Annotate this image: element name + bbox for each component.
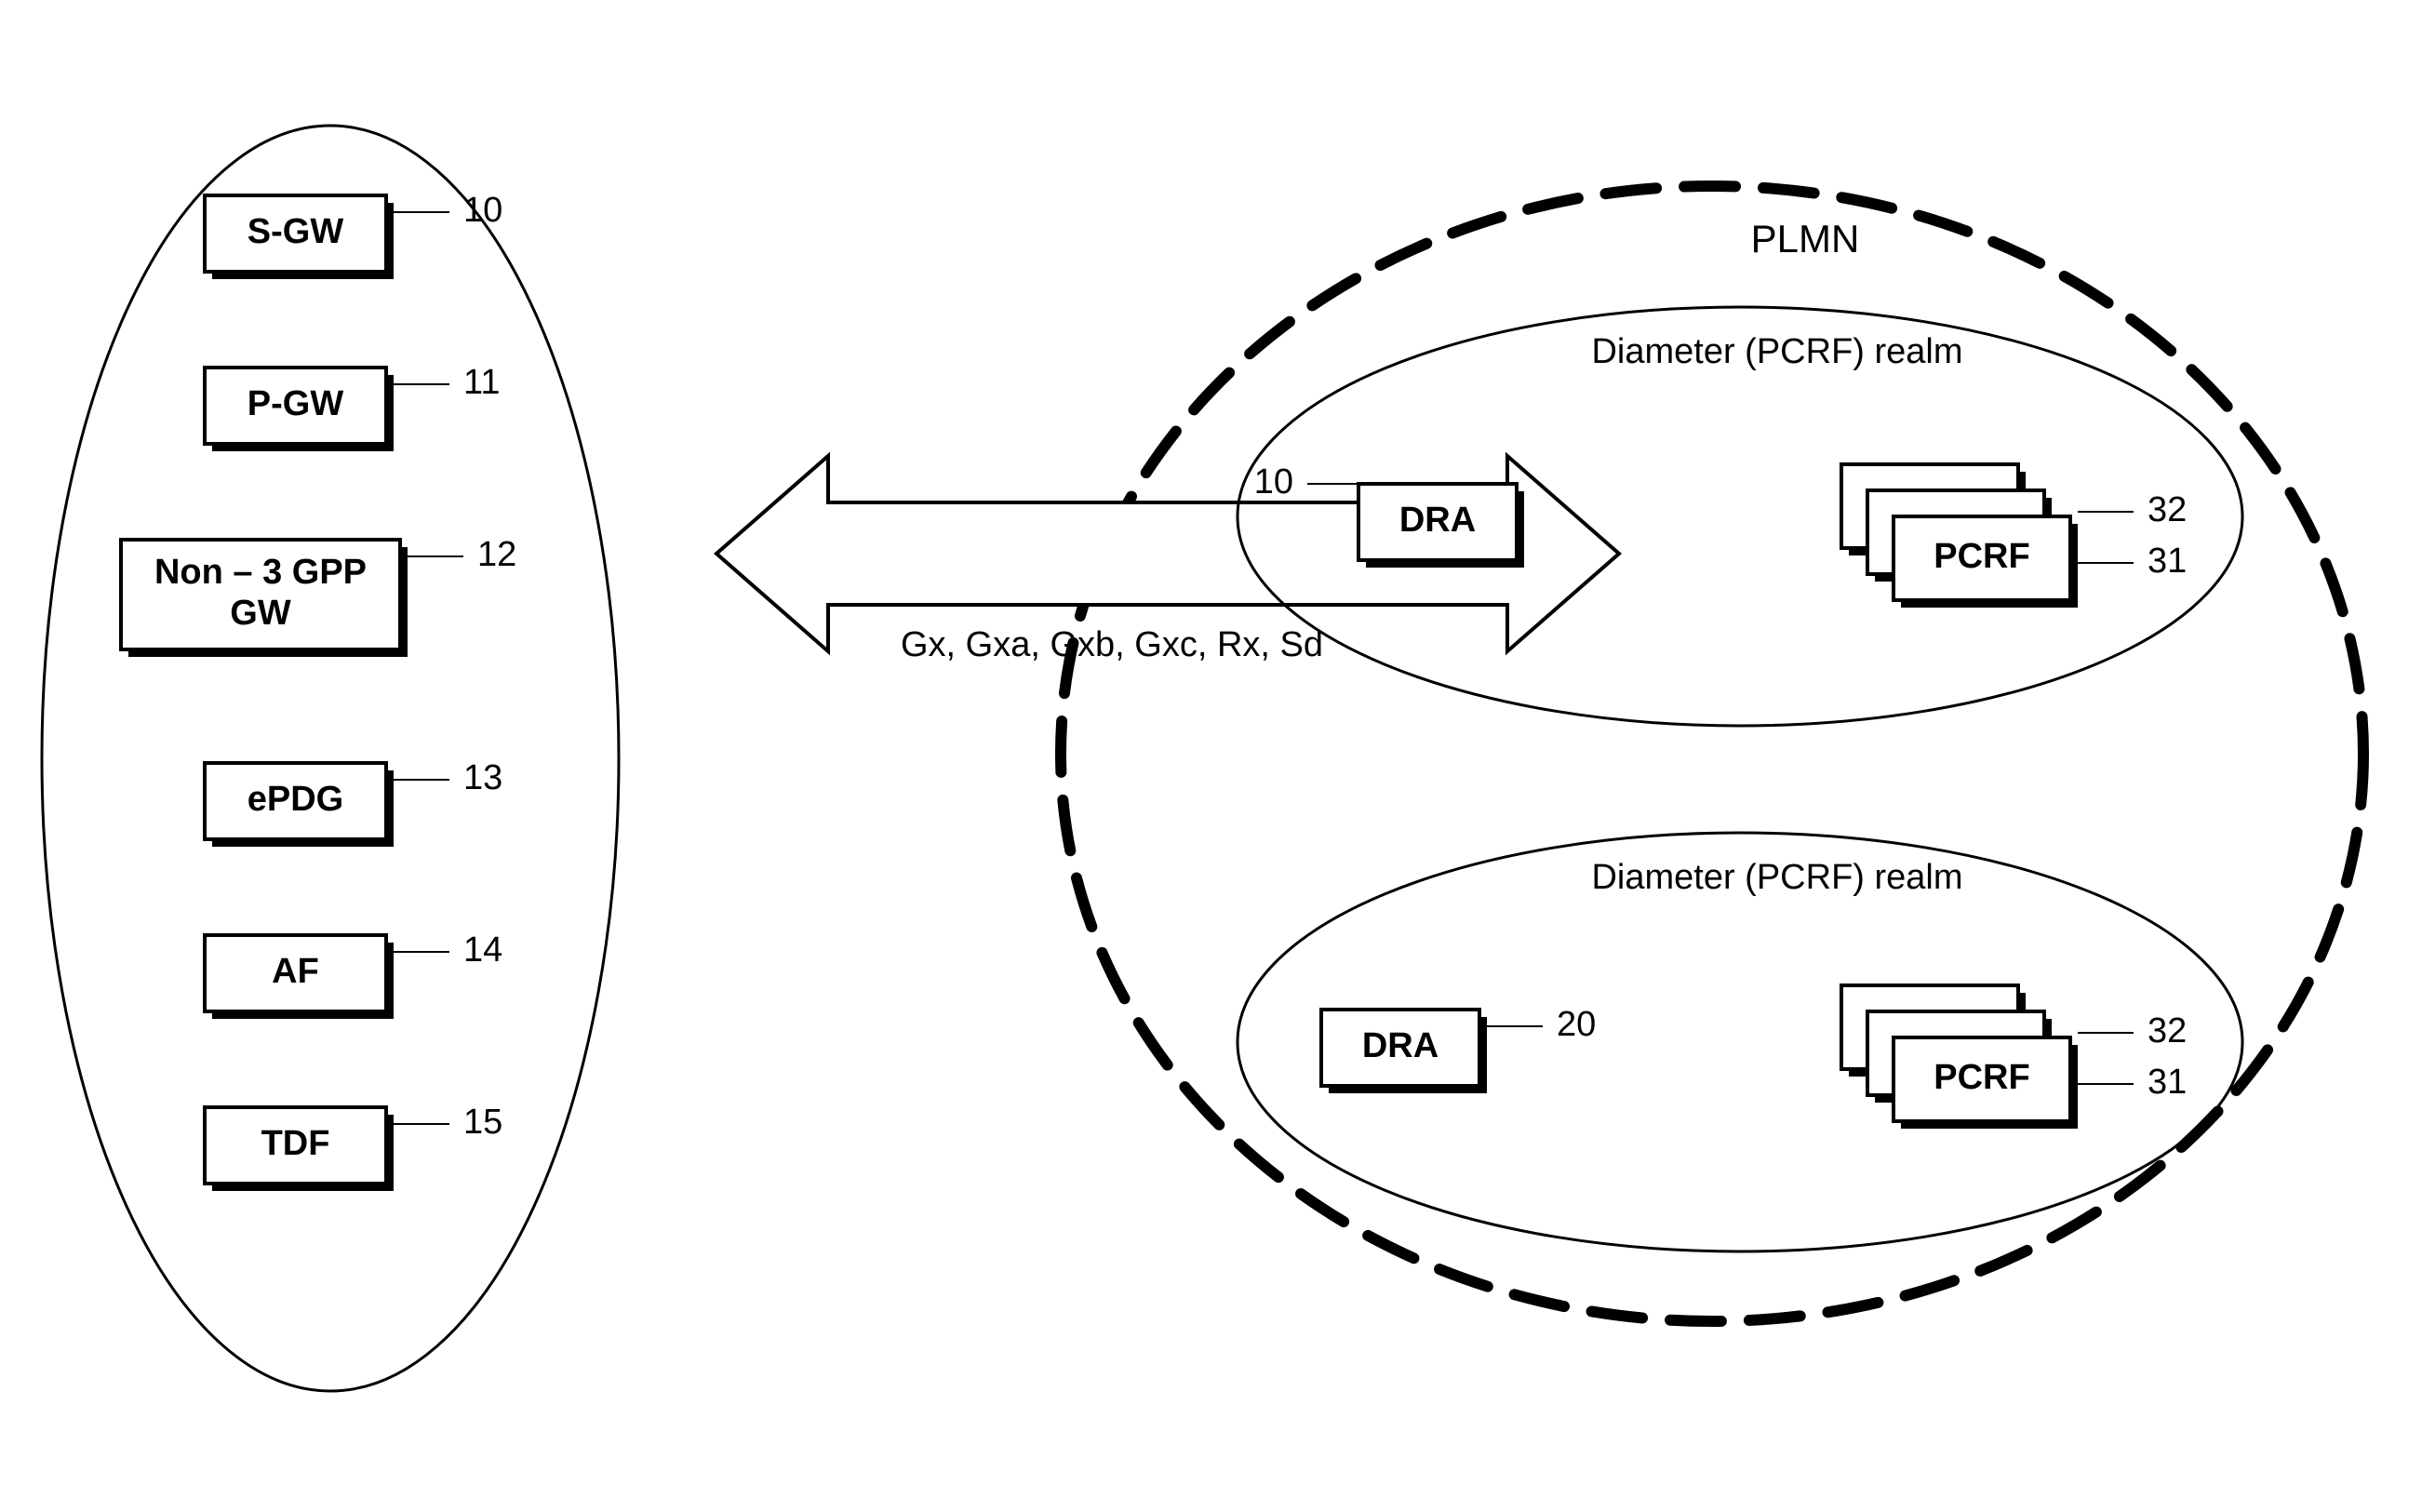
node-tdf: TDF 15 [205,1103,502,1191]
node-sgw: S-GW 10 [205,191,502,279]
svg-text:Diameter (PCRF) realm: Diameter (PCRF) realm [1591,332,1962,371]
svg-text:10: 10 [1254,462,1293,502]
node-n3gpp: Non – 3 GPPGW 12 [121,535,516,657]
svg-text:S-GW: S-GW [248,212,344,251]
svg-text:31: 31 [2148,1063,2187,1102]
svg-text:GW: GW [230,594,291,633]
node-af: AF 14 [205,930,502,1019]
svg-text:12: 12 [477,535,516,574]
svg-text:32: 32 [2148,1011,2187,1050]
svg-text:Gx, Gxa, Gxb, Gxc, Rx, Sd: Gx, Gxa, Gxb, Gxc, Rx, Sd [901,625,1323,664]
svg-text:PCRF: PCRF [1934,537,2029,576]
svg-text:14: 14 [463,930,502,970]
svg-text:11: 11 [463,363,500,402]
svg-text:DRA: DRA [1399,501,1476,540]
svg-text:15: 15 [463,1103,502,1142]
left-network-group: S-GW 10 P-GW 11 Non – 3 GPPGW 12 ePDG 13 AF 14 TDF… [42,126,619,1391]
node-pgw: P-GW 11 [205,363,500,451]
realm2: Diameter (PCRF) realm DRA 20 PCRF 32 31 [1238,833,2242,1251]
realm2-dra: DRA 20 [1321,1005,1596,1093]
realm1-pcrf-stack: PCRF 32 31 [1841,464,2187,608]
svg-text:Diameter (PCRF) realm: Diameter (PCRF) realm [1591,858,1962,897]
svg-text:DRA: DRA [1362,1026,1438,1065]
svg-text:31: 31 [2148,542,2187,581]
svg-text:10: 10 [463,191,502,230]
svg-text:13: 13 [463,758,502,797]
svg-text:32: 32 [2148,490,2187,529]
realm2-pcrf-stack: PCRF 32 31 [1841,985,2187,1129]
svg-text:ePDG: ePDG [248,780,343,819]
svg-text:Non – 3 GPP: Non – 3 GPP [154,553,367,592]
svg-text:PCRF: PCRF [1934,1058,2029,1097]
node-epdg: ePDG 13 [205,758,502,847]
svg-text:PLMN: PLMN [1751,217,1860,261]
svg-text:P-GW: P-GW [248,384,344,423]
realm1: Diameter (PCRF) realm DRA 10 PCRF 32 31 [1238,307,2242,726]
svg-text:TDF: TDF [261,1124,330,1163]
svg-text:AF: AF [272,952,319,991]
svg-text:20: 20 [1557,1005,1596,1044]
